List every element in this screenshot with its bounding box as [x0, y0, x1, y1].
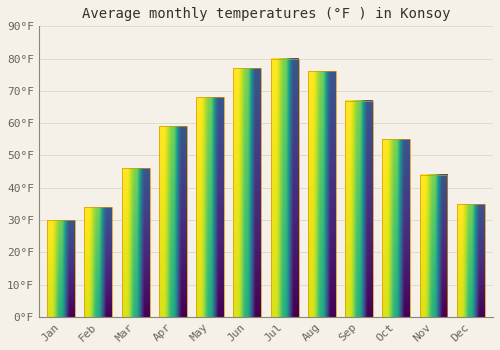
- Bar: [345, 100, 373, 317]
- Bar: [84, 207, 112, 317]
- Bar: [196, 97, 224, 317]
- Bar: [382, 139, 410, 317]
- Bar: [159, 126, 187, 317]
- Bar: [47, 220, 75, 317]
- Bar: [308, 71, 336, 317]
- Title: Average monthly temperatures (°F ) in Konsoy: Average monthly temperatures (°F ) in Ko…: [82, 7, 450, 21]
- Bar: [270, 58, 298, 317]
- Bar: [234, 68, 262, 317]
- Bar: [122, 168, 150, 317]
- Bar: [457, 204, 484, 317]
- Bar: [420, 175, 448, 317]
